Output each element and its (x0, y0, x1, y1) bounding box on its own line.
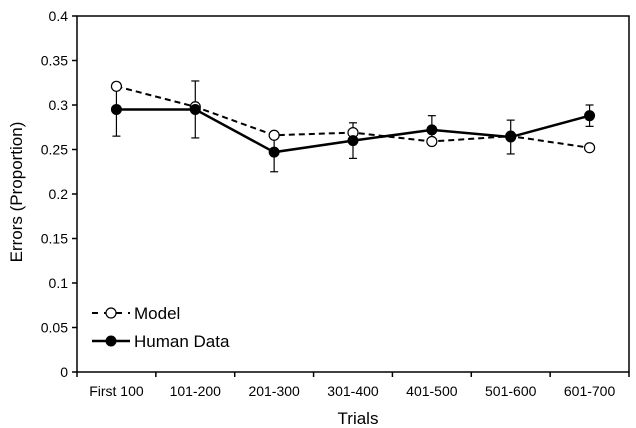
human-data-point (505, 131, 517, 143)
y-axis-label: Errors (Proportion) (7, 122, 26, 263)
model-point (583, 142, 596, 154)
x-tick-label: First 100 (89, 383, 144, 399)
y-tick-label: 0.35 (41, 53, 68, 69)
y-tick-label: 0.3 (49, 97, 69, 113)
legend-label-human-data: Human Data (134, 332, 230, 351)
x-tick-label: 501-600 (485, 383, 537, 399)
y-tick-label: 0.15 (41, 231, 68, 247)
y-tick-label: 0 (60, 364, 68, 380)
y-tick-label: 0.05 (41, 320, 68, 336)
model-point (110, 80, 123, 92)
model-point (268, 129, 280, 141)
human-data-point (189, 103, 201, 115)
human-data-point (268, 146, 280, 158)
human-data-point (584, 110, 596, 122)
y-tick-label: 0.4 (49, 8, 69, 24)
human-data-point (110, 103, 122, 115)
y-tick-label: 0.1 (49, 275, 69, 291)
x-tick-label: 301-400 (327, 383, 379, 399)
x-tick-label: 101-200 (170, 383, 222, 399)
legend-label-model: Model (134, 304, 180, 323)
y-tick-label: 0.2 (49, 186, 69, 202)
y-tick-label: 0.25 (41, 142, 68, 158)
model-point (426, 135, 438, 148)
x-tick-label: 201-300 (248, 383, 300, 399)
x-tick-label: 401-500 (406, 383, 458, 399)
x-tick-label: 601-700 (564, 383, 616, 399)
x-axis-label: Trials (338, 409, 379, 428)
human-data-point (347, 135, 359, 147)
human-data-point (426, 124, 438, 136)
plot-area: 0 0.05 0.1 0.15 0.2 0.25 0.3 0.35 0.4 First 100 10… (41, 8, 630, 399)
legend-marker-model (105, 307, 117, 319)
legend-marker-human-data (105, 335, 117, 347)
